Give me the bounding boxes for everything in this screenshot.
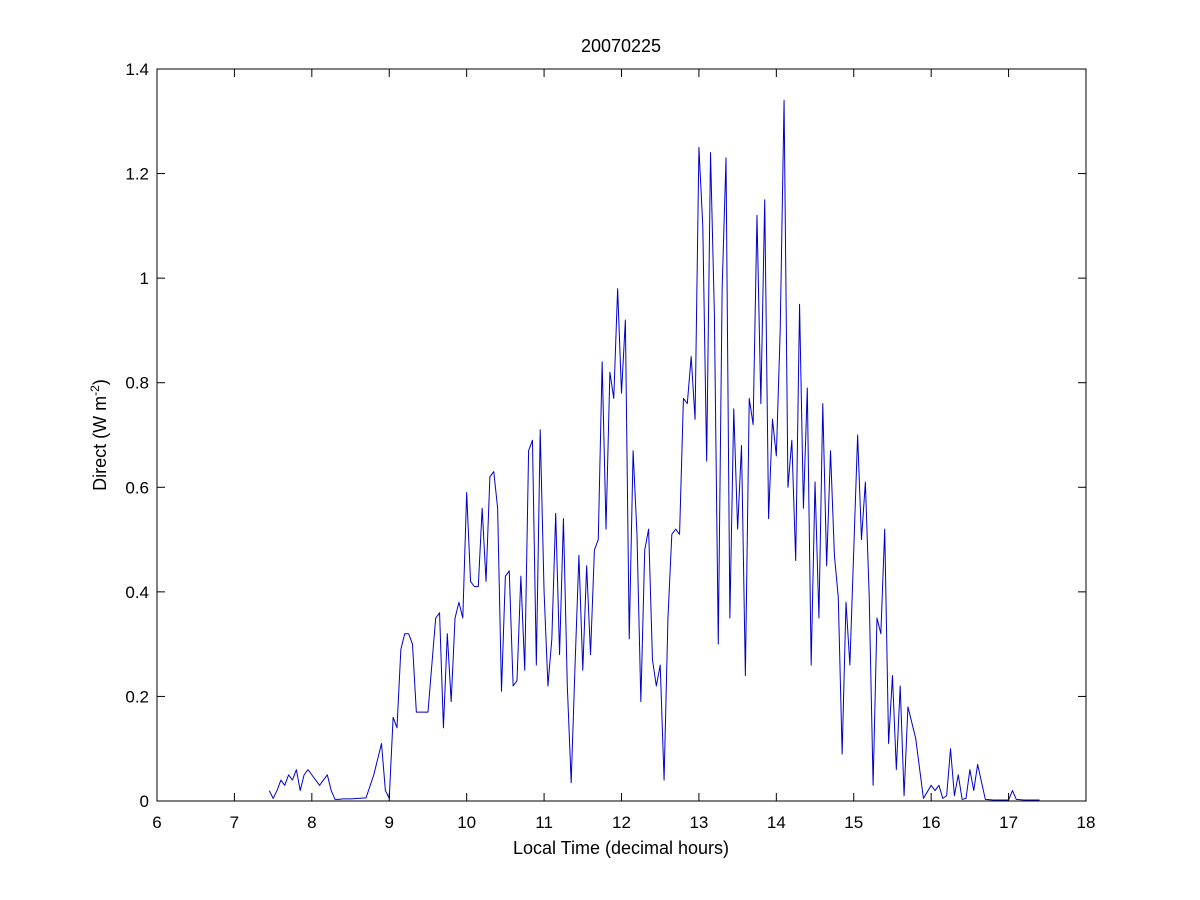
y-axis-label-superscript: -2 [88, 385, 102, 396]
x-tick-label: 14 [767, 813, 786, 832]
x-tick-label: 7 [230, 813, 239, 832]
y-tick-label: 0.8 [125, 374, 149, 393]
x-tick-label: 10 [457, 813, 476, 832]
x-ticks: 6 7 8 9 10 11 12 13 14 15 16 17 18 [152, 69, 1095, 832]
x-tick-label: 16 [922, 813, 941, 832]
x-tick-label: 11 [535, 813, 553, 832]
y-axis-label: Direct (W m-2) [88, 379, 110, 491]
x-tick-label: 15 [844, 813, 863, 832]
y-ticks: 0 0.2 0.4 0.6 0.8 1 1.2 1.4 [125, 60, 1086, 811]
x-tick-label: 8 [307, 813, 316, 832]
y-tick-label: 1 [140, 269, 149, 288]
series-line [268, 99, 1040, 801]
chart-title: 20070225 [581, 36, 661, 56]
series-layer [268, 99, 1040, 801]
x-tick-label: 18 [1077, 813, 1096, 832]
x-tick-label: 13 [689, 813, 708, 832]
x-tick-label: 12 [612, 813, 631, 832]
y-axis-label-close: ) [90, 379, 110, 385]
y-tick-label: 1.2 [125, 165, 149, 184]
y-axis-label-main: Direct (W m [90, 396, 110, 491]
x-axis-label: Local Time (decimal hours) [513, 838, 729, 858]
x-tick-label: 6 [152, 813, 161, 832]
y-tick-label: 0 [140, 792, 149, 811]
x-tick-label: 17 [999, 813, 1018, 832]
y-tick-label: 0.4 [125, 583, 149, 602]
x-tick-label: 9 [385, 813, 394, 832]
y-tick-label: 1.4 [125, 60, 149, 79]
y-tick-label: 0.6 [125, 478, 149, 497]
y-tick-label: 0.2 [125, 687, 149, 706]
plot-area [157, 69, 1086, 801]
